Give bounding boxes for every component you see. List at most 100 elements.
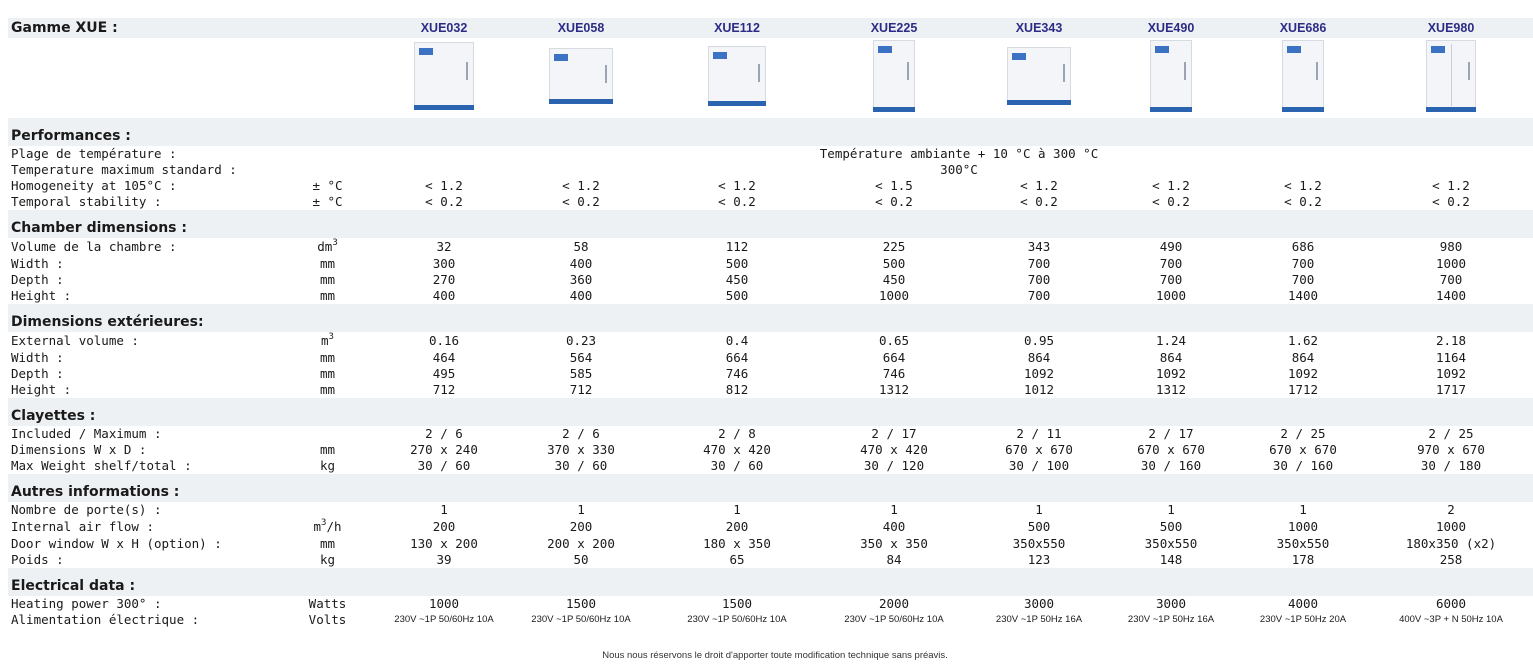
spec-value: < 0.2 (1152, 194, 1190, 209)
spec-value: 495 (432, 366, 456, 381)
spec-value: 6000 (1435, 596, 1467, 611)
unit-text: mm (319, 442, 336, 457)
spec-label: Nombre de porte(s) : (11, 502, 162, 517)
spec-value: 700 (1027, 272, 1051, 287)
spec-value: 2 / 25 (1428, 426, 1474, 441)
section-title: Chamber dimensions : (8, 210, 1533, 238)
spec-value: 746 (882, 366, 906, 381)
model-image-cell (1237, 38, 1369, 118)
model-image-cell (503, 38, 659, 118)
model-name: XUE225 (815, 18, 973, 38)
spec-row: Depth : mm 270 360 450 450 700 700 700 700 (8, 272, 1533, 288)
spec-value: 2 / 17 (871, 426, 917, 441)
spec-value: 270 x 240 (410, 442, 478, 457)
spec-value: < 0.2 (875, 194, 913, 209)
spec-value: < 0.2 (718, 194, 756, 209)
oven-base-icon (1426, 106, 1476, 112)
spec-value: 664 (725, 350, 749, 365)
control-panel-icon (1012, 52, 1026, 60)
spec-value: 746 (725, 366, 749, 381)
oven-base-icon (1150, 106, 1192, 112)
spec-label: Height : (11, 288, 72, 303)
unit-text: m (321, 333, 329, 348)
spec-value: 464 (432, 350, 456, 365)
spec-value: 1312 (878, 382, 910, 397)
model-name: XUE112 (659, 18, 815, 38)
unit-text: mm (319, 256, 336, 271)
spec-value: < 1.2 (1020, 178, 1058, 193)
spec-value: 1 (577, 502, 585, 517)
oven-icon (1282, 39, 1324, 112)
spec-value: 2 (1447, 502, 1455, 517)
spec-row: Internal air flow : m3/h 200 200 200 400 500 50… (8, 518, 1533, 536)
spec-value: 1312 (1155, 382, 1187, 397)
spec-label: Included / Maximum : (11, 426, 162, 441)
spec-value: 270 (432, 272, 456, 287)
spec-unit: mm (270, 272, 385, 288)
spec-value: 30 / 60 (710, 458, 764, 473)
spec-row: External volume : m3 0.16 0.23 0.4 0.65 0.95 1.… (8, 332, 1533, 350)
spec-value: 350x550 (1144, 536, 1198, 551)
door-handle-icon (907, 61, 909, 80)
door-handle-icon (1468, 61, 1470, 80)
spec-value: 470 x 420 (703, 442, 771, 457)
spec-label: Depth : (11, 272, 64, 287)
spec-value: < 0.2 (1284, 194, 1322, 209)
door-handle-icon (1316, 61, 1318, 80)
spec-value: 700 (1291, 256, 1315, 271)
unit-exponent: 3 (321, 518, 327, 528)
spec-value: 65 (729, 552, 745, 567)
spec-value: 864 (1291, 350, 1315, 365)
section-header-shelves: Clayettes : (8, 398, 1533, 426)
spec-value: < 1.2 (1284, 178, 1322, 193)
spec-value: 230V ~1P 50Hz 16A (1127, 614, 1215, 625)
spec-unit: mm (270, 350, 385, 366)
spec-value: 1000 (1435, 519, 1467, 534)
model-image-cell (1105, 38, 1237, 118)
unit-exponent: 3 (332, 238, 338, 248)
spec-value: 400 (569, 256, 593, 271)
spec-value: 400 (569, 288, 593, 303)
control-panel-icon (713, 51, 727, 59)
spec-unit: kg (270, 458, 385, 474)
unit-text: dm (317, 239, 333, 254)
spec-value: 500 (882, 256, 906, 271)
spec-value: < 1.2 (1432, 178, 1470, 193)
spec-row: Max Weight shelf/total : kg 30 / 60 30 / 60… (8, 458, 1533, 474)
control-panel-icon (1287, 45, 1301, 53)
spec-unit: dm3 (270, 238, 385, 256)
unit-text: mm (319, 366, 336, 381)
spec-value: 812 (725, 382, 749, 397)
spec-value: 1 (1299, 502, 1307, 517)
spec-value: 1000 (878, 288, 910, 303)
model-image-cell (973, 38, 1105, 118)
spec-value: 670 x 670 (1005, 442, 1073, 457)
oven-base-icon (414, 104, 474, 110)
spec-value: 700 (1027, 256, 1051, 271)
spec-value: 30 / 160 (1140, 458, 1202, 473)
spec-unit: mm (270, 536, 385, 552)
spec-value: 700 (1159, 256, 1183, 271)
spec-row: Temperature maximum standard : 300°C (8, 162, 1533, 178)
section-title: Electrical data : (8, 568, 1533, 596)
spec-label: Homogeneity at 105°C : (11, 178, 177, 193)
spec-value: < 1.2 (1152, 178, 1190, 193)
spec-label: Volume de la chambre : (11, 239, 177, 254)
spec-unit (270, 426, 385, 442)
spec-label: Width : (11, 256, 64, 271)
spec-value: 670 x 670 (1137, 442, 1205, 457)
spec-value: 1717 (1435, 382, 1467, 397)
spec-unit: mm (270, 366, 385, 382)
spec-sheet: Gamme XUE : XUE032 XUE058 XUE112 XUE225 XUE34… (8, 18, 1533, 628)
spec-unit (270, 502, 385, 518)
unit-text: kg (319, 552, 336, 567)
section-header-chamber: Chamber dimensions : (8, 210, 1533, 238)
model-name: XUE686 (1237, 18, 1369, 38)
spec-value: 700 (1439, 272, 1463, 287)
model-name: XUE058 (503, 18, 659, 38)
spec-value: < 0.2 (1020, 194, 1058, 209)
spec-row: Plage de température : Température ambian… (8, 146, 1533, 162)
spec-unit: mm (270, 442, 385, 458)
spec-value: 3000 (1155, 596, 1187, 611)
section-header-electrical: Electrical data : (8, 568, 1533, 596)
